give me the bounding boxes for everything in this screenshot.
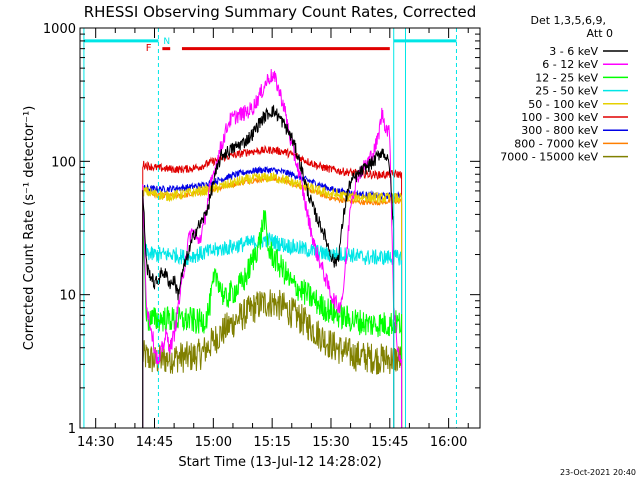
y-tick-label-3: 1000 (43, 22, 76, 37)
x-tick-label-4: 15:30 (312, 435, 349, 450)
timestamp: 23-Oct-2021 20:40 (560, 468, 636, 477)
x-tick-label-3: 15:15 (253, 435, 290, 450)
series-line-4 (142, 172, 403, 428)
plot-area: FN (83, 28, 457, 429)
x-tick-label-0: 14:30 (77, 435, 114, 450)
x-tick-label-5: 15:45 (371, 435, 408, 450)
legend-header-line-2: Att 0 (587, 27, 613, 40)
flare-flag-label: F (146, 43, 152, 54)
legend-label-3: 25 - 50 keV (535, 85, 598, 98)
legend-label-1: 6 - 12 keV (542, 58, 598, 71)
y-tick-label-1: 10 (59, 289, 76, 304)
legend-label-8: 7000 - 15000 keV (500, 151, 598, 164)
x-axis-label: Start Time (13-Jul-12 14:28:02) (178, 455, 381, 470)
legend-label-7: 800 - 7000 keV (514, 137, 598, 150)
legend-label-0: 3 - 6 keV (549, 45, 598, 58)
legend-header-line-1: Det 1,3,5,6,9, (530, 14, 606, 27)
series-line-2 (142, 210, 403, 428)
x-tick-label-6: 16:00 (430, 435, 467, 450)
x-tick-label-1: 14:45 (136, 435, 173, 450)
series-line-8 (142, 289, 403, 428)
plot-frame (79, 27, 481, 429)
series-line-1 (142, 69, 403, 428)
chart-title: RHESSI Observing Summary Count Rates, Co… (84, 3, 477, 21)
x-tick-label-2: 15:00 (195, 435, 232, 450)
legend-label-5: 100 - 300 keV (521, 111, 598, 124)
y-tick-label-2: 100 (51, 155, 76, 170)
legend-label-2: 12 - 25 keV (535, 71, 598, 84)
y-tick-label-0: 1 (68, 422, 76, 437)
legend-label-4: 50 - 100 keV (528, 98, 598, 111)
legend-label-6: 300 - 800 keV (521, 124, 598, 137)
axes: 1 10 100 1000 14:30 14:45 15:00 15:15 15:30 15:45… (43, 22, 481, 450)
series-line-0 (142, 104, 395, 429)
night-flag-label: N (163, 37, 170, 47)
y-axis-label: Corrected Count Rate (s⁻¹ detector⁻¹) (22, 106, 37, 351)
